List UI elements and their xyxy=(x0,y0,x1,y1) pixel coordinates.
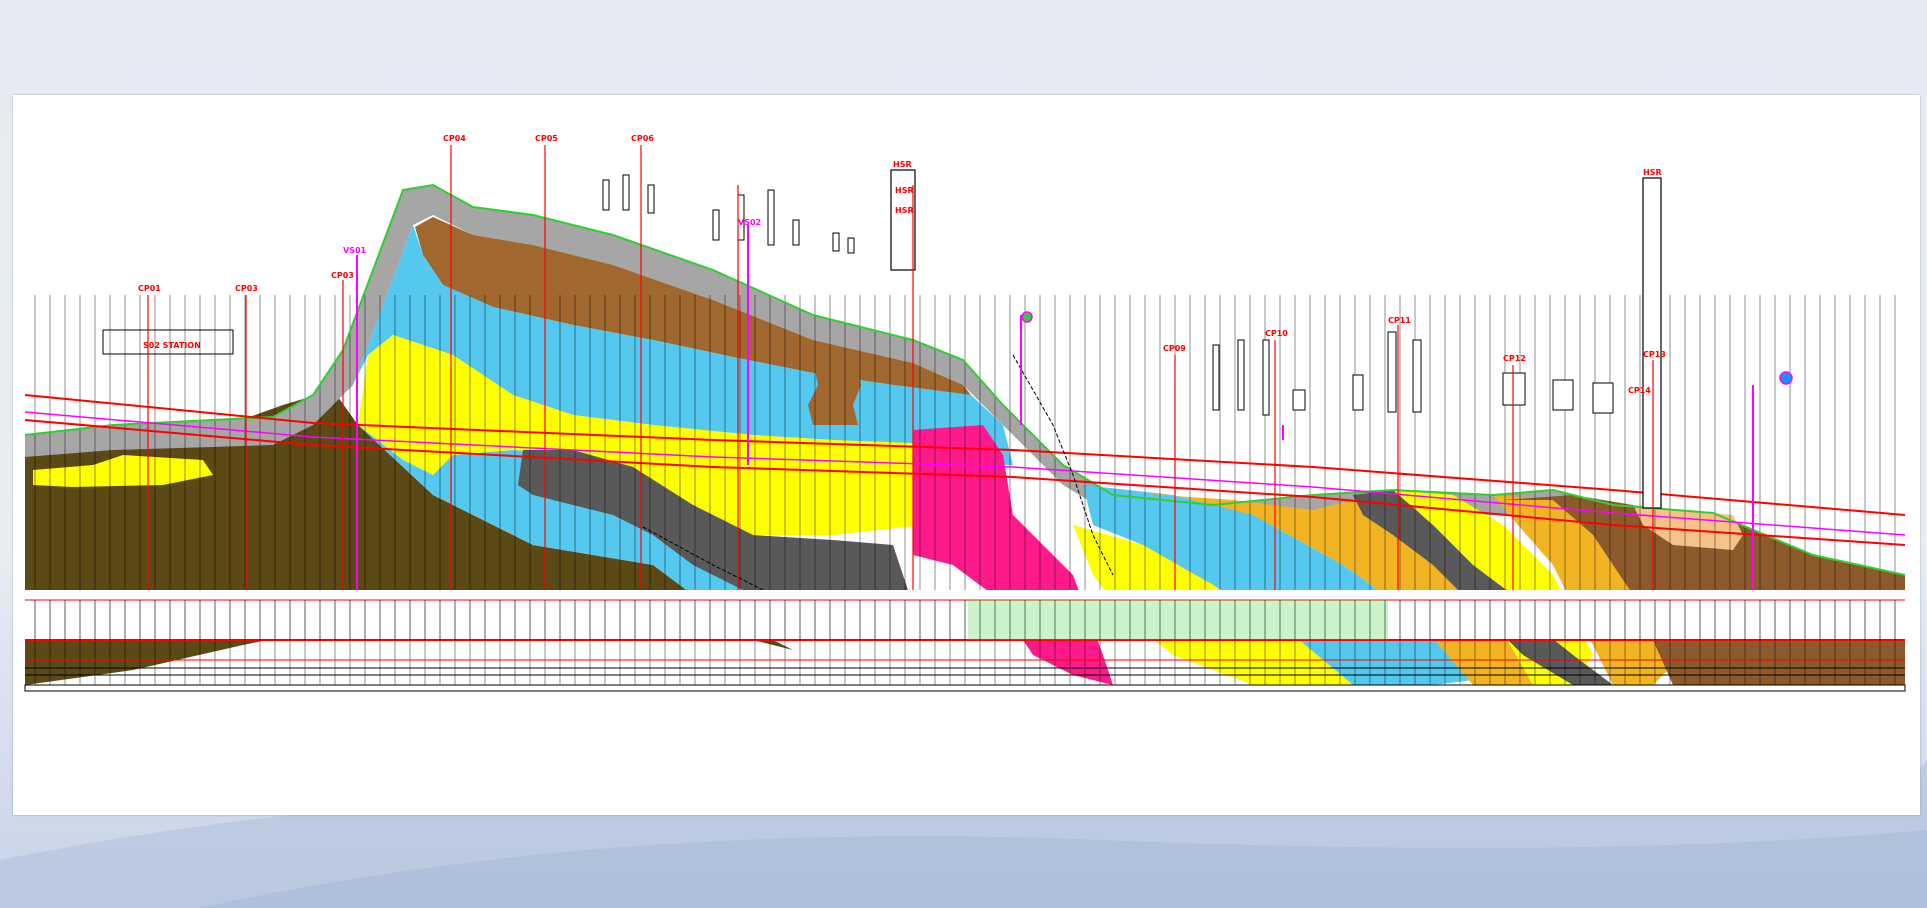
borehole-tag: CP03 xyxy=(331,271,354,280)
shaft-column-hsr xyxy=(890,169,916,271)
borehole-tag: CP12 xyxy=(1503,354,1526,363)
fault-line-right xyxy=(1012,354,1114,576)
geological-profile-drawing: S02 STATION HSR HSR CP01 CP03 CP03 CP04 … xyxy=(13,95,1920,815)
shaft-label-hsr-right: HSR xyxy=(1643,168,1662,177)
drawing-border xyxy=(24,684,1906,692)
borehole-tag: CP05 xyxy=(535,134,558,143)
tunnel-crown-line xyxy=(24,394,1906,516)
shaft-label-hsr: HSR xyxy=(893,160,912,169)
borehole-tag: VS01 xyxy=(343,246,367,255)
borehole-tag: VS02 xyxy=(738,218,761,227)
borehole-tag: CP06 xyxy=(631,134,654,143)
magenta-markers xyxy=(356,225,1754,615)
borehole-bars xyxy=(602,174,1614,416)
borehole-tag: CP09 xyxy=(1163,344,1186,353)
borehole-tag: HSR xyxy=(895,186,914,195)
borehole-tag: CP03 xyxy=(235,284,258,293)
tunnel-invert-line xyxy=(24,419,1906,546)
geological-longitudinal-section: S02 STATION HSR HSR CP01 CP03 CP03 CP04 … xyxy=(24,134,1906,725)
survey-point-left xyxy=(1021,311,1033,323)
borehole-tag: CP14 xyxy=(1628,386,1651,395)
borehole-tag: CP13 xyxy=(1643,350,1666,359)
borehole-tag: CP11 xyxy=(1388,316,1411,325)
survey-point-right xyxy=(1779,371,1793,385)
borehole-tag: CP10 xyxy=(1265,329,1288,338)
borehole-red-lines xyxy=(147,145,1654,635)
data-strip-hatch xyxy=(25,600,1905,640)
tunnel-axis-line xyxy=(24,411,1906,536)
borehole-tag: CP01 xyxy=(138,284,161,293)
borehole-tag: CP04 xyxy=(443,134,466,143)
portal-label-left: S02 STATION xyxy=(143,341,201,350)
shaft-column-hsr-right xyxy=(1642,177,1662,509)
ground-surface-line xyxy=(24,183,1906,576)
portal-frame-left xyxy=(102,329,234,355)
borehole-tag: HSR xyxy=(895,206,914,215)
background-swoosh-light xyxy=(200,830,1927,908)
data-strip-green-section xyxy=(968,600,1388,640)
